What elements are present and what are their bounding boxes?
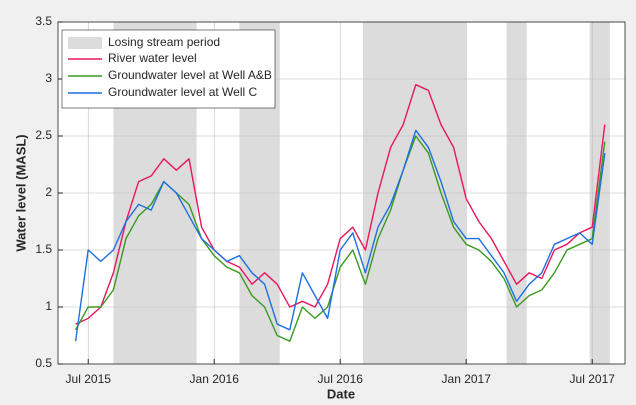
y-tick-label: 2.5 [35,128,52,142]
x-tick-label: Jul 2016 [318,372,364,386]
x-tick-label: Jan 2017 [442,372,492,386]
y-tick-label: 1.5 [35,242,52,256]
legend-label: Losing stream period [108,35,220,49]
y-tick-label: 0.5 [35,356,52,370]
x-tick-label: Jul 2017 [570,372,616,386]
legend-label: River water level [108,51,197,65]
legend-label: Groundwater level at Well C [108,85,258,99]
legend-swatch [68,37,102,49]
series-line [75,84,606,325]
plot-frame [57,21,626,365]
series-line [74,129,606,342]
x-tick-label: Jan 2016 [190,372,240,386]
y-tick-label: 3 [45,71,52,85]
y-axis-label: Water level (MASL) [13,134,28,251]
x-tick-label: Jul 2015 [66,372,112,386]
y-tick-label: 3.5 [35,14,52,28]
y-tick-label: 1 [45,299,52,313]
x-axis-label: Date [327,386,355,401]
y-tick-label: 2 [45,185,52,199]
legend-label: Groundwater level at Well A&B [108,68,272,82]
